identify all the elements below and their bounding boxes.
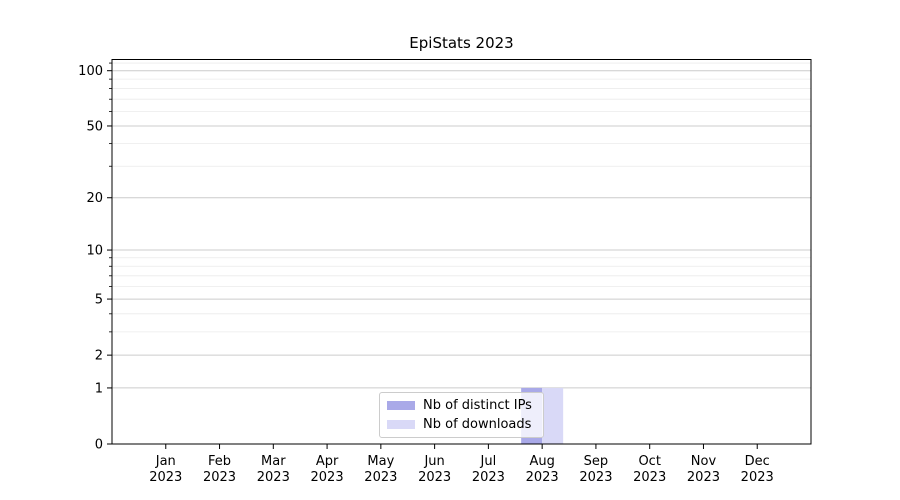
x-tick-label: Nov 2023 [687,454,720,485]
bar-aug-downloads [542,387,564,444]
y-tick-label: 100 [78,64,103,79]
x-tick-label: May 2023 [364,454,397,485]
legend-swatch-downloads [387,420,415,429]
x-tick-label: Oct 2023 [633,454,666,485]
x-tick-label: Dec 2023 [741,454,774,485]
y-tick-label: 20 [86,191,103,206]
x-tick-label: Feb 2023 [203,454,236,485]
y-tick-label: 2 [95,349,103,364]
x-tick-label: Jan 2023 [149,454,182,485]
legend-label-downloads: Nb of downloads [423,417,532,432]
y-tick-label: 50 [86,119,103,134]
legend-label-distinct-ips: Nb of distinct IPs [423,398,532,413]
legend-swatch-distinct-ips [387,401,415,410]
legend-row-distinct-ips: Nb of distinct IPs [387,397,536,415]
x-tick-label: Sep 2023 [579,454,612,485]
y-tick-label: 5 [95,293,103,308]
x-tick-label: Aug 2023 [526,454,559,485]
legend: Nb of distinct IPs Nb of downloads [379,392,544,438]
plot-frame [111,59,812,445]
y-tick-label: 1 [95,381,103,396]
legend-row-downloads: Nb of downloads [387,416,536,434]
y-tick-label: 10 [86,244,103,259]
x-tick-label: Mar 2023 [257,454,290,485]
y-tick-label: 0 [95,438,103,453]
x-tick-label: Jun 2023 [418,454,451,485]
x-tick-label: Jul 2023 [472,454,505,485]
x-tick-label: Apr 2023 [311,454,344,485]
chart-title: EpiStats 2023 [409,34,514,52]
